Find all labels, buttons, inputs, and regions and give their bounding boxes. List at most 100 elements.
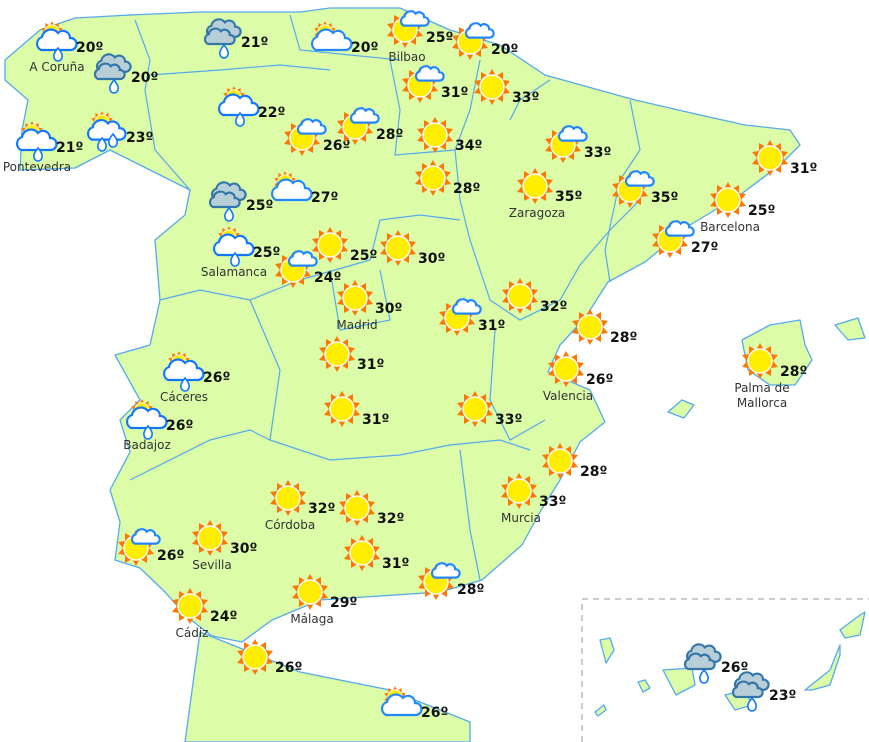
rain-cloud-icon (208, 181, 247, 222)
weather-station[interactable]: 22º (217, 85, 285, 127)
temperature-label: 26º (157, 548, 184, 564)
weather-station[interactable]: 26º (683, 643, 748, 684)
weather-station[interactable]: 27º (270, 170, 338, 206)
weather-station[interactable]: 26º Cáceres (160, 350, 230, 404)
weather-station[interactable]: 21º Pontevedra (3, 120, 84, 174)
temperature-label: 23º (769, 688, 796, 704)
la-gomera (637, 679, 651, 693)
sun-cloud-rain-icon (212, 225, 255, 267)
city-label: Valencia (543, 389, 593, 403)
weather-station[interactable]: 28º (414, 159, 480, 197)
weather-station[interactable]: 26º (117, 528, 184, 567)
temperature-label: 24º (314, 270, 341, 286)
weather-station[interactable]: 25º (311, 226, 377, 264)
rain-cloud-icon (683, 643, 722, 684)
weather-station[interactable]: 20º (93, 53, 158, 94)
weather-station[interactable]: 23º (86, 110, 153, 152)
weather-station[interactable]: 31º (343, 534, 409, 572)
rain-drop-icon (143, 424, 153, 440)
weather-station[interactable]: 25º (208, 181, 273, 222)
weather-station[interactable]: 31º (323, 390, 389, 428)
weather-station[interactable]: 28º (571, 308, 637, 346)
city-label: Bilbao (388, 50, 425, 64)
weather-station[interactable]: 33º (544, 125, 611, 164)
rain-drop-icon (109, 78, 119, 94)
temperature-label: 23º (126, 130, 153, 146)
weather-station[interactable]: 34º (416, 116, 482, 154)
rain-drop-icon (108, 132, 118, 148)
weather-station[interactable]: 21º (203, 18, 268, 59)
weather-station[interactable]: 20º (310, 20, 378, 56)
cloud-icon (464, 22, 495, 39)
weather-station[interactable]: 28º (417, 562, 484, 601)
temperature-label: 31º (357, 357, 384, 373)
temperature-label: 21º (241, 35, 268, 51)
weather-station[interactable]: 33º (456, 390, 522, 428)
weather-station[interactable]: 26º Badajoz (123, 398, 193, 452)
city-label: A Coruña (29, 60, 84, 74)
weather-station[interactable]: 28º (336, 107, 403, 146)
rain-cloud-icon (731, 671, 770, 712)
temperature-label: 26º (203, 370, 230, 386)
sun-cloud-rain-icon (217, 85, 260, 127)
temperature-label: 27º (311, 190, 338, 206)
weather-station[interactable]: 31º (318, 335, 384, 373)
weather-station[interactable]: 32º (501, 277, 567, 315)
temperature-label: 30º (375, 301, 402, 317)
city-label: Málaga (290, 612, 333, 626)
city-label: Mallorca (737, 396, 787, 410)
weather-station[interactable]: 20º A Coruña (29, 20, 103, 74)
sun-cloud-rain-icon (35, 20, 78, 62)
weather-station[interactable]: 32º (338, 489, 404, 527)
weather-station[interactable]: 26º (236, 638, 302, 676)
tenerife (662, 667, 696, 696)
temperature-label: 20º (131, 70, 158, 86)
weather-station[interactable]: 20º (451, 22, 518, 61)
rain-cloud-icon (203, 18, 242, 59)
fuerteventura (804, 644, 841, 691)
temperature-label: 29º (330, 595, 357, 611)
temperature-label: 26º (421, 705, 448, 721)
weather-station[interactable]: 33º (473, 68, 539, 106)
weather-station[interactable]: 28º (541, 442, 607, 480)
weather-station[interactable]: 31º (751, 139, 817, 177)
weather-station[interactable]: 23º (731, 671, 796, 712)
sun-cloud-rain-icon (15, 120, 58, 162)
rain-drop-icon (747, 696, 757, 712)
la-palma (599, 637, 615, 664)
temperature-label: 33º (512, 90, 539, 106)
temperature-label: 32º (377, 511, 404, 527)
weather-station[interactable]: 26º (283, 118, 350, 157)
weather-station[interactable]: 30º (379, 229, 445, 267)
temperature-label: 27º (691, 240, 718, 256)
temperature-label: 28º (780, 364, 807, 380)
weather-station[interactable]: 26º (380, 685, 448, 721)
rain-drop-icon (180, 376, 190, 392)
temperature-label: 26º (323, 138, 350, 154)
temperature-label: 33º (539, 494, 566, 510)
canary-islands-inset-frame (581, 598, 869, 742)
city-label: Barcelona (700, 220, 760, 234)
temperature-label: 31º (478, 318, 505, 334)
weather-station[interactable]: 24º (274, 250, 341, 289)
city-label: Palma de (734, 381, 789, 395)
weather-station[interactable]: 35º (611, 170, 678, 209)
weather-station[interactable]: 27º (651, 220, 718, 259)
temperature-label: 31º (382, 556, 409, 572)
weather-station[interactable]: 25º Salamanca (201, 225, 281, 279)
land-areas (4, 7, 866, 742)
weather-station[interactable]: 31º (401, 65, 468, 104)
weather-station[interactable]: 31º (438, 298, 505, 337)
